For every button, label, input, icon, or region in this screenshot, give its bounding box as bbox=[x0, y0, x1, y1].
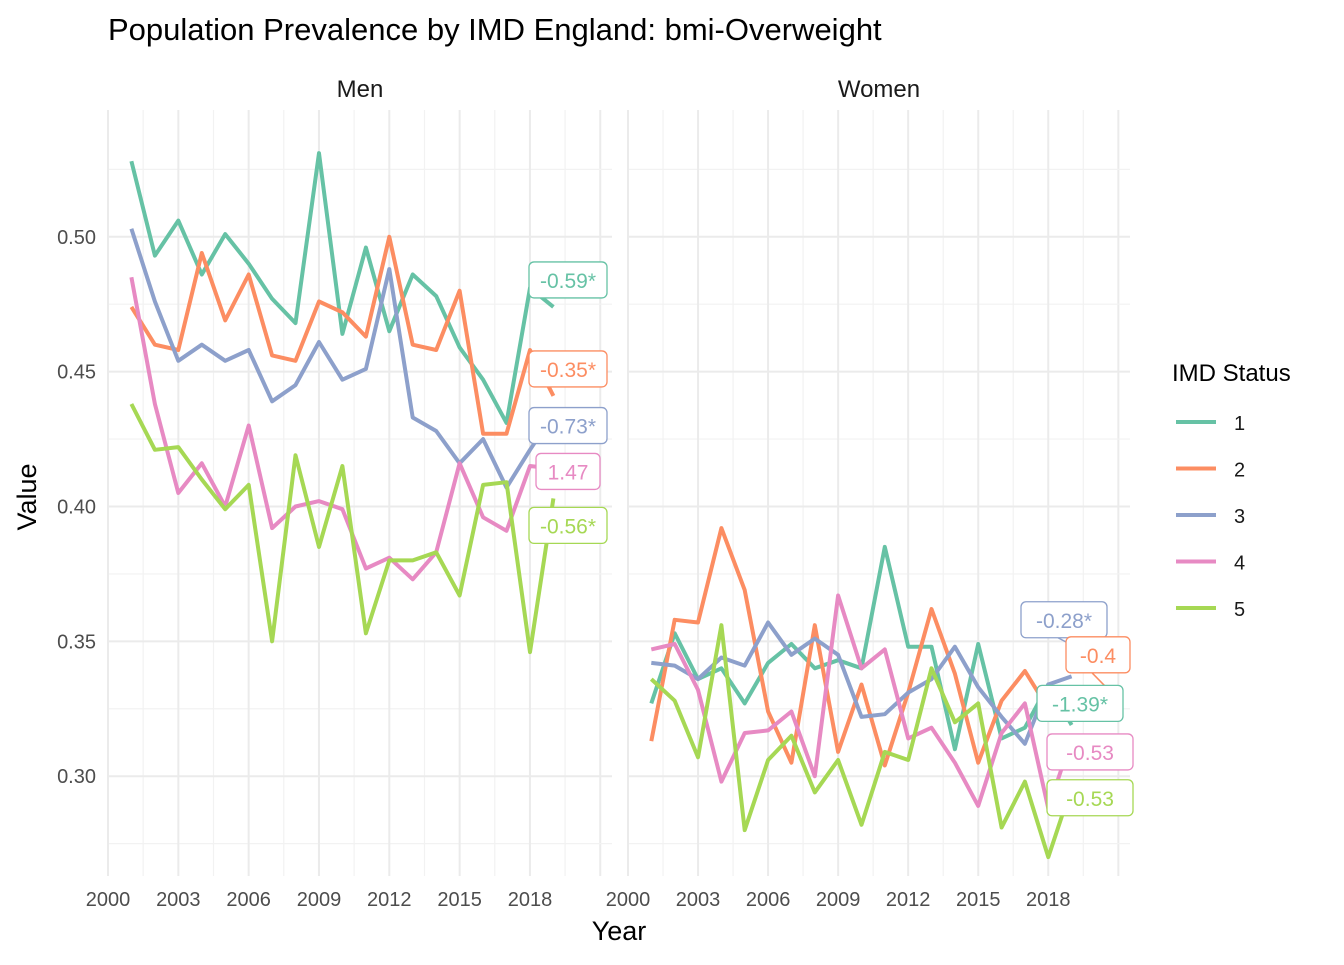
legend: IMD Status 1 2 3 4 5 bbox=[1172, 360, 1291, 621]
series-line-4 bbox=[129, 276, 554, 582]
chart-title: Population Prevalence by IMD England: bm… bbox=[108, 12, 882, 47]
legend-label-5: 5 bbox=[1234, 599, 1245, 621]
series-line-2 bbox=[129, 234, 556, 436]
legend-label-1: 1 bbox=[1234, 413, 1245, 435]
annotation-box-5 bbox=[528, 506, 608, 545]
x-tick-label: 2018 bbox=[508, 889, 553, 911]
annotation-box-5 bbox=[1046, 779, 1134, 817]
series-layer bbox=[129, 151, 1074, 860]
legend-label-2: 2 bbox=[1234, 460, 1245, 482]
annotation-label-2: -0.4 bbox=[1080, 645, 1117, 668]
x-tick-label: 2006 bbox=[226, 889, 271, 911]
annotation-label-3: -0.28* bbox=[1036, 610, 1092, 633]
series-line-3 bbox=[129, 228, 556, 490]
annotation-box-3 bbox=[528, 406, 608, 445]
series-line-1 bbox=[129, 151, 555, 425]
legend-label-3: 3 bbox=[1234, 506, 1245, 528]
series-line-5 bbox=[129, 403, 556, 655]
series-line-5 bbox=[649, 623, 1074, 860]
x-tick-label: 2006 bbox=[746, 889, 791, 911]
y-axis-label: Value bbox=[12, 463, 42, 530]
x-tick-label: 2003 bbox=[676, 889, 721, 911]
x-axis-label: Year bbox=[592, 916, 647, 946]
annotation-label-1: -0.59* bbox=[540, 270, 596, 293]
y-tick-label: 0.35 bbox=[57, 631, 96, 653]
series-line-4 bbox=[650, 593, 1074, 811]
x-tick-label: 2012 bbox=[367, 889, 412, 911]
annotation-label-4: 1.47 bbox=[548, 461, 589, 484]
x-tick-label: 2009 bbox=[297, 889, 342, 911]
annotation-label-1: -1.39* bbox=[1052, 693, 1108, 716]
x-tick-label: 2018 bbox=[1026, 889, 1071, 911]
x-tick-label: 2000 bbox=[86, 889, 131, 911]
axis-layer: 2000 2003 2006 2009 2012 2015 2018 0.30 0.35 0.40… bbox=[57, 76, 1070, 911]
annotation-layer: -0.59* -0.35* -0.73* 1.47 -0.56* -0.28* -0.4 -1… bbox=[528, 261, 1134, 817]
annotation-box-2 bbox=[1065, 636, 1131, 674]
annotation-label-5: -0.56* bbox=[540, 515, 596, 538]
annotation-label-5: -0.53 bbox=[1066, 788, 1114, 811]
x-tick-label: 2015 bbox=[956, 889, 1001, 911]
series-line-3 bbox=[651, 620, 1073, 746]
annotation-box-4 bbox=[1046, 733, 1134, 771]
panel-title: Men bbox=[337, 76, 384, 103]
x-tick-label: 2003 bbox=[156, 889, 201, 911]
y-tick-label: 0.30 bbox=[57, 766, 96, 788]
annotation-label-4: -0.53 bbox=[1066, 742, 1114, 765]
y-tick-label: 0.40 bbox=[57, 496, 96, 518]
x-tick-label: 2012 bbox=[886, 889, 931, 911]
x-tick-label: 2000 bbox=[606, 889, 651, 911]
panel-title: Women bbox=[838, 76, 920, 103]
annotation-box-4 bbox=[535, 452, 601, 491]
y-tick-label: 0.45 bbox=[57, 362, 96, 384]
series-line-2 bbox=[649, 526, 1072, 768]
x-tick-label: 2009 bbox=[816, 889, 861, 911]
annotation-label-3: -0.73* bbox=[540, 416, 596, 439]
annotation-box-1 bbox=[528, 261, 608, 299]
legend-label-4: 4 bbox=[1234, 553, 1245, 575]
annotation-box-2 bbox=[528, 350, 608, 388]
annotation-label-2: -0.35* bbox=[540, 359, 596, 382]
legend-title: IMD Status bbox=[1172, 360, 1291, 387]
annotation-box-3 bbox=[1020, 601, 1108, 639]
x-tick-label: 2015 bbox=[437, 889, 482, 911]
annotation-box-1 bbox=[1036, 684, 1124, 723]
y-tick-label: 0.50 bbox=[57, 227, 96, 249]
